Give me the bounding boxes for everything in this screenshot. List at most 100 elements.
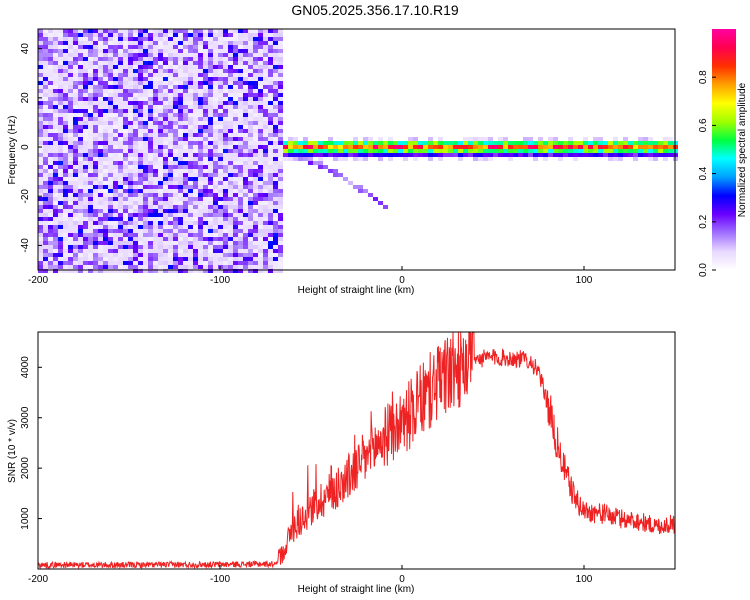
spectrogram-cell (98, 237, 103, 241)
spectrogram-cell (108, 153, 113, 157)
spectrogram-cell (108, 265, 113, 269)
spectrogram-cell (178, 257, 183, 261)
spectrogram-cell (333, 157, 338, 161)
spectrogram-cell (73, 257, 78, 261)
spectrogram-cell (328, 137, 333, 141)
spectrogram-cell (93, 45, 98, 49)
spectrogram-cell (68, 157, 73, 161)
spectrogram-cell (78, 201, 83, 205)
spectrogram-cell (363, 145, 368, 149)
spectrogram-cell (193, 105, 198, 109)
spectrogram-cell (43, 45, 48, 49)
spectrogram-cell (38, 101, 43, 105)
spectrogram-cell (83, 61, 88, 65)
spectrogram-cell (203, 137, 208, 141)
spectrogram-cell (98, 141, 103, 145)
spectrogram-cell (108, 237, 113, 241)
spectrogram-cell (338, 157, 343, 161)
spectrogram-cell (88, 157, 93, 161)
spectrogram-cell (163, 197, 168, 201)
spectrogram-cell (133, 69, 138, 73)
spectrogram-cell (158, 65, 163, 69)
spectrogram-cell (133, 93, 138, 97)
spectrogram-cell (123, 217, 128, 221)
spectrogram-cell (108, 73, 113, 77)
spectrogram-cell (163, 49, 168, 53)
spectrogram-cell (63, 81, 68, 85)
spectrogram-cell (208, 245, 213, 249)
spectrogram-cell (38, 237, 43, 241)
spectrogram-cell (608, 145, 613, 149)
spectrogram-cell (108, 233, 113, 237)
spectrogram-cell (568, 149, 573, 153)
spectrogram-cell (253, 45, 258, 49)
spectrogram-cell (173, 141, 178, 145)
spectrogram-cell (173, 173, 178, 177)
spectrogram-cell (118, 117, 123, 121)
spectrogram-cell (638, 137, 643, 141)
spectrogram-cell (228, 117, 233, 121)
spectrogram-cell (413, 141, 418, 145)
spectrogram-cell (403, 145, 408, 149)
spectrogram-cell (268, 237, 273, 241)
spectrogram-cell (243, 113, 248, 117)
spectrogram-cell (153, 65, 158, 69)
spectrogram-cell (268, 45, 273, 49)
spectrogram-cell (143, 133, 148, 137)
spectrogram-cell (218, 225, 223, 229)
spectrogram-cell (648, 137, 653, 141)
spectrogram-cell (138, 53, 143, 57)
spectrogram-cell (418, 153, 423, 157)
spectrogram-cell (223, 69, 228, 73)
spectrogram-cell (148, 225, 153, 229)
spectrogram-cell (83, 161, 88, 165)
spectrogram-cell (618, 145, 623, 149)
spectrogram-cell (183, 261, 188, 265)
spectrogram-cell (158, 185, 163, 189)
spectrogram-cell (53, 113, 58, 117)
spectrogram-cell (133, 45, 138, 49)
spectrogram-cell (348, 153, 353, 157)
spectrogram-cell (278, 73, 283, 77)
spectrogram-cell (243, 61, 248, 65)
spectrogram-cell (183, 29, 188, 33)
spectrogram-cell (128, 241, 133, 245)
spectrogram-cell (63, 169, 68, 173)
spectrogram-cell (103, 129, 108, 133)
spectrogram-cell (113, 213, 118, 217)
spectrogram-cell (468, 145, 473, 149)
spectrogram-cell (268, 145, 273, 149)
spectrogram-cell (383, 153, 388, 157)
spectrogram-cell (153, 157, 158, 161)
spectrogram-cell (158, 49, 163, 53)
spectrogram-cell (148, 81, 153, 85)
spectrogram-cell (668, 153, 673, 157)
spectrogram-cell (113, 61, 118, 65)
spectrogram-cell (128, 133, 133, 137)
spectrogram-cell (103, 41, 108, 45)
spectrogram-cell (198, 133, 203, 137)
spectrogram-cell (73, 97, 78, 101)
spectrogram-cell (43, 41, 48, 45)
spectrogram-cell (213, 225, 218, 229)
spectrogram-cell (63, 85, 68, 89)
spectrogram-cell (68, 101, 73, 105)
spectrogram-cell (248, 169, 253, 173)
spectrogram-cell (263, 241, 268, 245)
spectrogram-cell (88, 113, 93, 117)
spectrogram-cell (218, 45, 223, 49)
spectrogram-cell (243, 225, 248, 229)
spectrogram-cell (208, 217, 213, 221)
spectrogram-cell (203, 37, 208, 41)
spectrogram-cell (233, 37, 238, 41)
spectrogram-cell (178, 197, 183, 201)
spectrogram-cell (153, 133, 158, 137)
spectrogram-cell (58, 205, 63, 209)
spectrogram-cell (58, 213, 63, 217)
spectrogram-cell (63, 57, 68, 61)
spectrogram-cell (213, 37, 218, 41)
spectrogram-cell (148, 193, 153, 197)
spectrogram-cell (58, 53, 63, 57)
spectrogram-cell (238, 81, 243, 85)
